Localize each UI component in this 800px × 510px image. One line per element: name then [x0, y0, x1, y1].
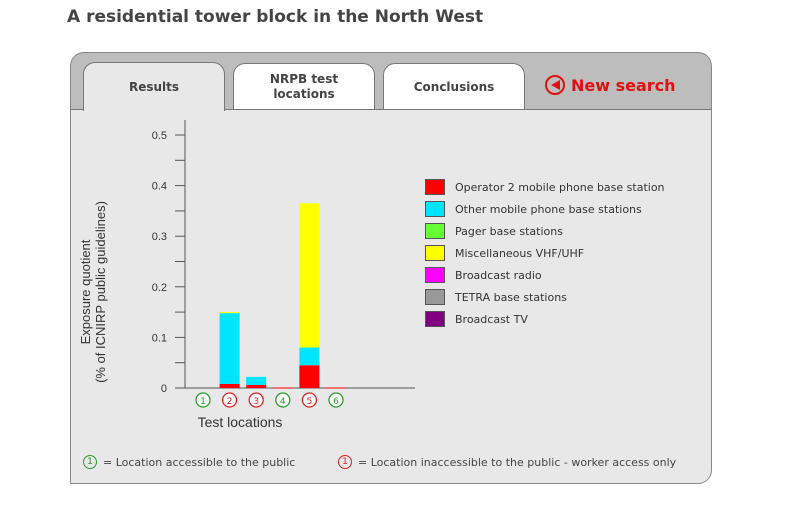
note-text: = Location inaccessible to the public - … — [358, 455, 677, 469]
worker-location-badge: 1 — [338, 455, 352, 469]
y-tick-label: 0.1 — [152, 332, 167, 344]
bar-segment — [246, 376, 267, 385]
x-tick-label: 2 — [227, 397, 233, 407]
legend-swatch — [425, 311, 445, 327]
legend-label: TETRA base stations — [455, 290, 567, 304]
location-badge — [301, 392, 318, 408]
legend-swatch — [425, 289, 445, 305]
content-area — [71, 109, 711, 483]
bar-segment — [219, 313, 240, 384]
y-tick-label: 0 — [161, 383, 167, 395]
y-tick-label: 0.2 — [152, 282, 167, 294]
public-location-badge: 1 — [83, 455, 97, 469]
bar-segment — [219, 312, 240, 314]
bar-segment — [299, 365, 320, 388]
y-axis-label: Exposure quotient(% of ICNIRP public gui… — [78, 201, 108, 383]
legend-item: Other mobile phone base stations — [425, 198, 665, 220]
location-badge — [195, 392, 211, 408]
location-badge — [275, 392, 291, 408]
legend-item: TETRA base stations — [425, 286, 665, 308]
legend-label: Other mobile phone base stations — [455, 202, 642, 216]
note-public: 1 = Location accessible to the public — [83, 455, 295, 469]
tab-results[interactable]: Results — [83, 62, 225, 111]
location-badge — [328, 392, 344, 408]
legend-swatch — [425, 267, 445, 283]
page-title: A residential tower block in the North W… — [67, 7, 484, 27]
bar-segment — [299, 203, 320, 348]
legend-swatch — [425, 223, 445, 239]
note-worker: 1 = Location inaccessible to the public -… — [338, 455, 676, 469]
new-search-button[interactable]: New search — [545, 75, 676, 95]
y-tick-label: 0.4 — [152, 181, 167, 193]
results-panel: Results NRPB test locations Conclusions … — [70, 52, 712, 484]
bar-segment — [326, 387, 346, 389]
legend-label: Miscellaneous VHF/UHF — [455, 246, 585, 260]
legend-item: Miscellaneous VHF/UHF — [425, 242, 665, 264]
new-search-label: New search — [571, 75, 676, 95]
note-text: = Location accessible to the public — [103, 455, 296, 469]
legend-swatch — [425, 201, 445, 217]
legend-label: Operator 2 mobile phone base station — [455, 180, 665, 194]
x-tick-label: 4 — [280, 397, 286, 407]
x-tick-label: 5 — [307, 397, 313, 407]
legend-swatch — [425, 245, 445, 261]
bar-segment — [299, 347, 320, 366]
tab-conclusions[interactable]: Conclusions — [383, 63, 525, 110]
tab-nrpb-test-locations[interactable]: NRPB test locations — [233, 63, 375, 110]
bar-segment — [272, 387, 293, 389]
legend-item: Pager base stations — [425, 220, 665, 242]
x-tick-label: 1 — [200, 397, 206, 407]
chart-legend: Operator 2 mobile phone base station Othe… — [425, 176, 665, 330]
tab-label: NRPB test locations — [269, 72, 339, 101]
legend-label: Pager base stations — [455, 224, 563, 238]
legend-label: Broadcast radio — [455, 268, 542, 282]
y-tick-label: 0.3 — [152, 231, 167, 243]
bar-segment — [246, 384, 267, 388]
legend-item: Broadcast TV — [425, 308, 665, 330]
location-badge — [221, 392, 238, 408]
legend-item: Broadcast radio — [425, 264, 665, 286]
legend-label: Broadcast TV — [455, 312, 528, 326]
bar-segment — [219, 383, 240, 388]
legend-swatch — [425, 179, 445, 195]
location-badge — [248, 392, 264, 408]
legend-item: Operator 2 mobile phone base station — [425, 176, 665, 198]
x-tick-label: 6 — [333, 397, 339, 407]
x-tick-label: 3 — [253, 397, 259, 407]
left-arrow-circle-icon — [545, 75, 565, 95]
y-tick-label: 0.5 — [152, 130, 167, 142]
x-axis-label: Test locations — [198, 414, 283, 430]
